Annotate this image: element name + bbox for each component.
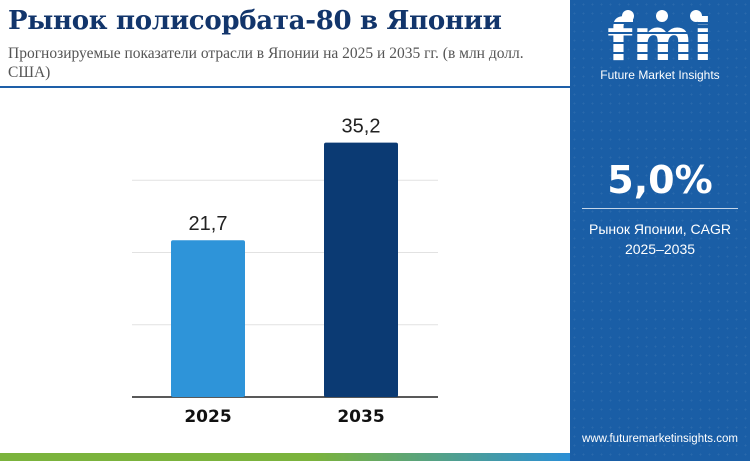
cagr-label-line1: Рынок Японии, CAGR: [588, 221, 731, 237]
bottom-accent-strip: [0, 453, 570, 461]
x-tick-label-2025: 2025: [184, 407, 231, 427]
cagr-label: Рынок Японии, CAGR 2025–2035: [570, 219, 750, 259]
brand-name: Future Market Insights: [600, 68, 720, 82]
data-label-2025: 21,7: [189, 213, 228, 235]
globe-icon: [656, 10, 668, 22]
globe-icon: [622, 10, 634, 22]
bar-chart: 21,7 2025 35,2 2035: [132, 116, 438, 427]
sidebar-panel: fmi Future Market Insights 5,0% Рынок Яп…: [570, 0, 750, 461]
cagr-value: 5,0%: [607, 158, 713, 202]
title-divider: [0, 86, 570, 88]
cagr-divider: [582, 208, 738, 209]
x-tick-label-2035: 2035: [337, 407, 384, 427]
globe-icon: [690, 10, 702, 22]
data-label-2035: 35,2: [342, 116, 381, 138]
cagr-label-line2: 2025–2035: [624, 241, 696, 257]
fmi-logo: fmi: [592, 8, 728, 68]
website-link[interactable]: www.futuremarketinsights.com: [582, 433, 738, 445]
page-subtitle: Прогнозируемые показатели отрасли в Япон…: [8, 45, 524, 81]
page-title: Рынок полисорбата-80 в Японии: [8, 6, 502, 36]
bar-2025: [171, 240, 245, 397]
bar-2035: [324, 142, 398, 397]
chart-panel: Рынок полисорбата-80 в Японии Прогнозиру…: [0, 6, 570, 461]
